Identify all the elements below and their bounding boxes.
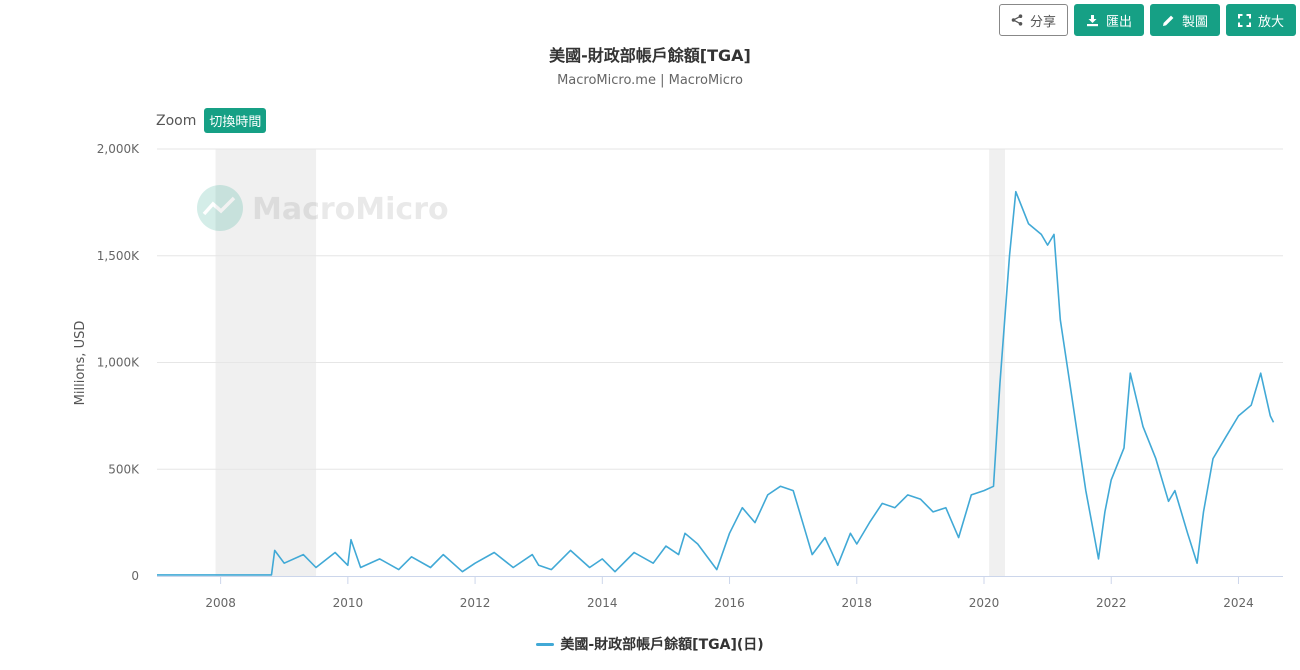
- x-tick-label: 2008: [205, 596, 236, 610]
- draw-button[interactable]: 製圖: [1149, 4, 1220, 36]
- y-tick-label: 2,000K: [97, 142, 140, 156]
- watermark: MacroMicro: [197, 185, 449, 231]
- y-axis-label: Millions, USD: [73, 321, 88, 406]
- x-tick-label: 2018: [842, 596, 873, 610]
- y-tick-label: 1,500K: [97, 249, 140, 263]
- y-tick-label: 0: [131, 569, 139, 583]
- legend-item-tga[interactable]: 美國-財政部帳戶餘額[TGA](日): [0, 634, 1300, 654]
- x-tick-label: 2010: [333, 596, 364, 610]
- y-tick-label: 500K: [108, 462, 140, 476]
- expand-icon: [1237, 13, 1251, 27]
- x-tick-label: 2016: [714, 596, 745, 610]
- share-icon: [1011, 14, 1023, 26]
- download-icon: [1086, 14, 1099, 27]
- x-tick-label: 2014: [587, 596, 618, 610]
- chart-title: 美國-財政部帳戶餘額[TGA]: [549, 46, 751, 65]
- zoom-label: Zoom: [156, 112, 197, 129]
- legend-label: 美國-財政部帳戶餘額[TGA](日): [560, 637, 764, 653]
- watermark-text: MacroMicro: [252, 192, 449, 227]
- zoom-switch-button[interactable]: 切換時間: [204, 108, 267, 133]
- expand-button[interactable]: 放大: [1225, 4, 1296, 36]
- pencil-icon: [1162, 14, 1175, 27]
- series-line-tga: [157, 190, 1275, 576]
- share-button[interactable]: 分享: [998, 4, 1068, 36]
- share-label: 分享: [1029, 14, 1056, 30]
- chart-subtitle: MacroMicro.me | MacroMicro: [557, 73, 743, 88]
- x-tick-label: 2024: [1223, 596, 1254, 610]
- expand-label: 放大: [1257, 14, 1284, 30]
- chart-toolbar: 分享 匯出 製圖 放大: [998, 4, 1296, 36]
- draw-label: 製圖: [1181, 14, 1208, 30]
- x-tick-label: 2022: [1096, 596, 1127, 610]
- y-tick-label: 1,000K: [97, 356, 140, 370]
- zoom-control: Zoom 切換時間: [156, 108, 267, 133]
- x-tick-label: 2012: [460, 596, 491, 610]
- legend-swatch: [536, 642, 555, 646]
- x-tick-label: 2020: [969, 596, 1000, 610]
- export-button[interactable]: 匯出: [1073, 4, 1144, 36]
- export-label: 匯出: [1105, 14, 1132, 30]
